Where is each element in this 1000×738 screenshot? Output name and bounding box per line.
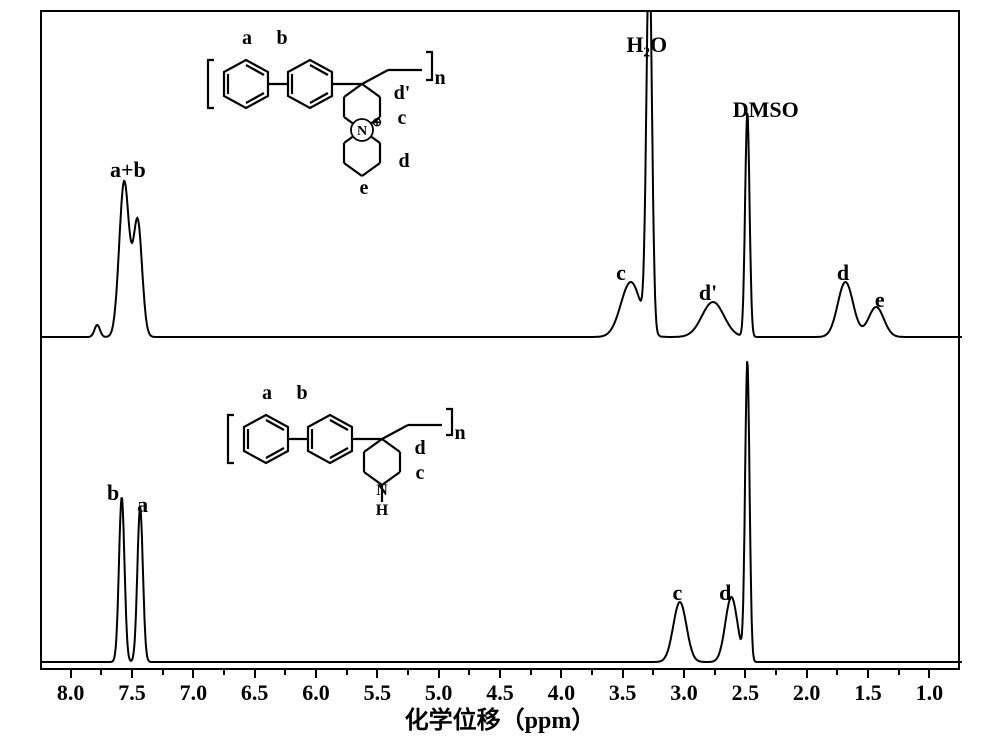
peak-label: DMSO: [733, 97, 799, 123]
x-minor-tick: [223, 670, 225, 675]
svg-text:N: N: [357, 124, 367, 139]
struct-bot-label-b: b: [296, 382, 307, 405]
x-tick: [376, 670, 378, 678]
struct-bot-label-d: d: [414, 437, 425, 460]
x-minor-tick: [468, 670, 470, 675]
struct-bot-label-n: n: [454, 422, 465, 445]
spectrum-svg: [42, 12, 962, 672]
x-tick: [744, 670, 746, 678]
x-tick: [192, 670, 194, 678]
struct-bot-label-c: c: [416, 462, 425, 485]
struct-bot-label-a: a: [262, 382, 272, 405]
x-minor-tick: [714, 670, 716, 675]
x-tick: [131, 670, 133, 678]
peak-label: b: [107, 480, 119, 506]
struct-top-label-dprime: d': [394, 82, 411, 105]
x-minor-tick: [407, 670, 409, 675]
x-tick: [928, 670, 930, 678]
struct-top-label-c: c: [398, 107, 407, 130]
svg-text:⊕: ⊕: [372, 115, 382, 129]
spectrum-line-top: [42, 12, 962, 337]
x-tick: [438, 670, 440, 678]
struct-top-label-b: b: [276, 27, 287, 50]
peak-label: d: [719, 580, 731, 606]
x-tick: [806, 670, 808, 678]
x-minor-tick: [652, 670, 654, 675]
x-minor-tick: [284, 670, 286, 675]
peak-label: d: [837, 260, 849, 286]
spectrum-top: [42, 12, 962, 337]
x-minor-tick: [530, 670, 532, 675]
x-tick: [622, 670, 624, 678]
svg-text:H: H: [376, 502, 389, 519]
svg-text:N: N: [376, 482, 388, 499]
struct-top-label-n: n: [434, 67, 445, 90]
structure-bottom: N H: [212, 387, 492, 542]
x-tick: [499, 670, 501, 678]
peak-label: H₂O: [626, 32, 667, 58]
x-minor-tick: [162, 670, 164, 675]
peak-label: a+b: [110, 157, 146, 183]
x-minor-tick: [346, 670, 348, 675]
x-minor-tick: [100, 670, 102, 675]
structure-top: N ⊕: [192, 32, 482, 212]
peak-label: d': [699, 280, 717, 306]
x-minor-tick: [775, 670, 777, 675]
plot-area: N ⊕ a b d' c d e n: [40, 10, 960, 670]
x-minor-tick: [836, 670, 838, 675]
x-tick: [683, 670, 685, 678]
spectrum-bottom: [42, 361, 962, 662]
x-minor-tick: [591, 670, 593, 675]
x-tick: [315, 670, 317, 678]
struct-top-label-e: e: [360, 177, 369, 200]
x-tick: [70, 670, 72, 678]
x-tick: [254, 670, 256, 678]
x-axis-label: 化学位移（ppm）: [40, 700, 960, 735]
x-tick: [867, 670, 869, 678]
x-minor-tick: [898, 670, 900, 675]
peak-label: c: [673, 580, 683, 606]
spectrum-line-bottom: [42, 361, 962, 662]
x-tick: [560, 670, 562, 678]
struct-top-label-d: d: [398, 150, 409, 173]
peak-label: a: [137, 492, 148, 518]
nmr-figure: N ⊕ a b d' c d e n: [0, 0, 1000, 738]
x-axis-ticks: 8.07.57.06.56.05.55.04.54.03.53.02.52.01…: [40, 670, 960, 690]
struct-top-label-a: a: [242, 27, 252, 50]
peak-label: c: [616, 260, 626, 286]
peak-label: e: [875, 287, 885, 313]
